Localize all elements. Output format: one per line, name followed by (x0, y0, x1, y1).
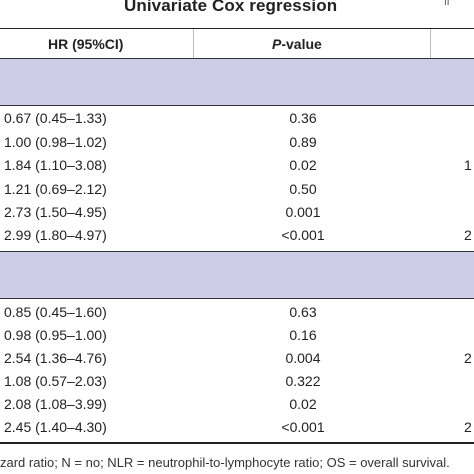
table-footnote: zard ratio; N = no; NLR = neutrophil-to-… (0, 455, 450, 470)
hr-column-header: HR (95%CI) (48, 36, 124, 52)
column-divider-2 (430, 29, 431, 58)
table-row-edge: 2 (464, 419, 472, 435)
table-row-hr: 2.99 (1.80–4.97) (4, 227, 107, 243)
table-row-hr: 0.85 (0.45–1.60) (4, 304, 107, 320)
table-row-p: 0.16 (289, 327, 317, 343)
table-row-hr: 1.00 (0.98–1.02) (4, 134, 107, 150)
table-row-p: 0.001 (285, 204, 321, 220)
header-top-rule (0, 28, 474, 29)
group-band-1 (0, 58, 474, 106)
table-row-p: 0.63 (289, 304, 317, 320)
table-row-p: 0.36 (289, 110, 317, 126)
title-mark: II (444, 0, 450, 8)
table-row-edge: 2 (464, 227, 472, 243)
table-row-hr: 0.98 (0.95–1.00) (4, 327, 107, 343)
column-divider-1 (193, 29, 194, 58)
table-row-hr: 0.67 (0.45–1.33) (4, 110, 107, 126)
p-italic: P (272, 36, 282, 52)
table-row-hr: 2.73 (1.50–4.95) (4, 204, 107, 220)
table-row-hr: 2.08 (1.08–3.99) (4, 396, 107, 412)
table-row-hr: 2.45 (1.40–4.30) (4, 419, 107, 435)
table-row-p: 0.50 (289, 181, 317, 197)
table-title: Univariate Cox regression (124, 0, 338, 15)
p-value-column-header: P-value (272, 36, 322, 52)
table-row-p: 0.89 (289, 134, 317, 150)
group-band-2 (0, 251, 474, 299)
p-suffix: -value (281, 36, 322, 52)
table-row-p: <0.001 (281, 227, 325, 243)
table-row-p: 0.322 (285, 373, 321, 389)
table-row-hr: 1.21 (0.69–2.12) (4, 181, 107, 197)
table-row-hr: 1.08 (0.57–2.03) (4, 373, 107, 389)
table-row-edge: 1 (464, 157, 472, 173)
table-row-hr: 1.84 (1.10–3.08) (4, 157, 107, 173)
table-row-edge: 2 (464, 350, 472, 366)
table-row-p: 0.02 (289, 157, 317, 173)
table-row-p: 0.004 (285, 350, 321, 366)
table-row-p: <0.001 (281, 419, 325, 435)
table-row-hr: 2.54 (1.36–4.76) (4, 350, 107, 366)
table-row-p: 0.02 (289, 396, 317, 412)
table-bottom-rule (0, 442, 474, 444)
